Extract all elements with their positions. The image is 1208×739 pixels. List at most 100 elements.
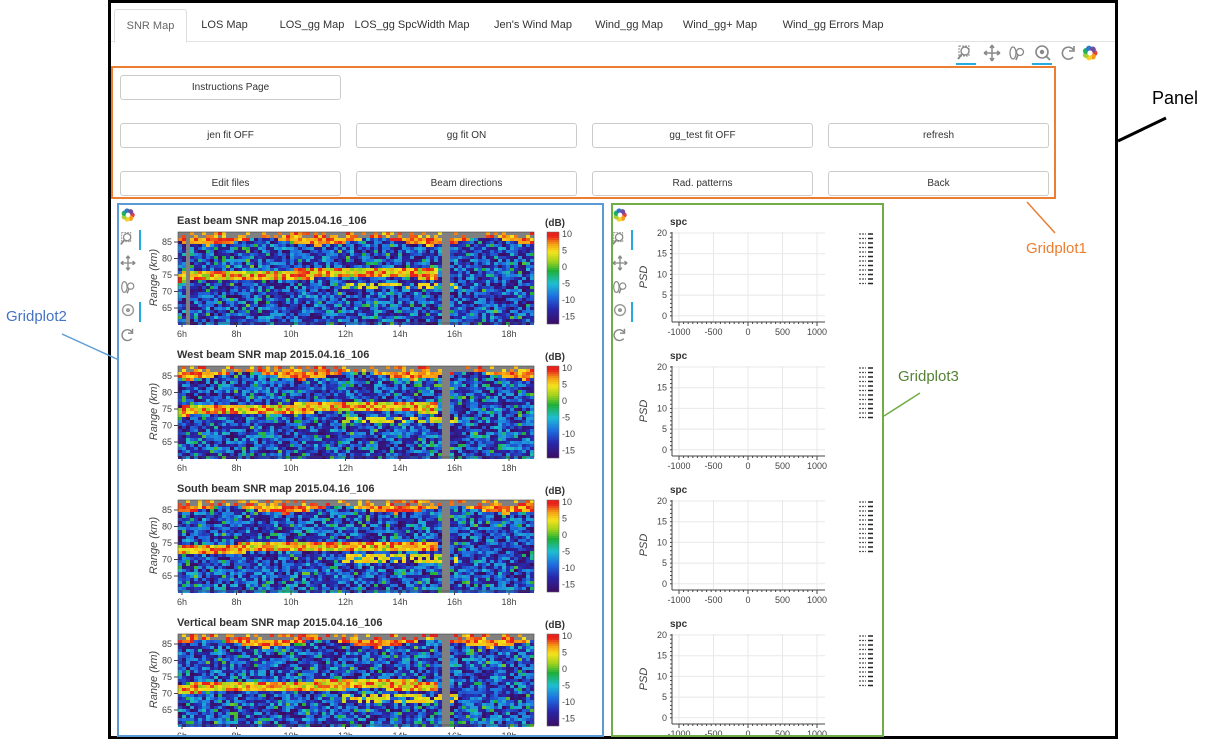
gridplot3-label: Gridplot3 <box>898 368 959 385</box>
snr-ytick: 70 <box>162 287 172 297</box>
spc-xtick: -500 <box>704 729 722 739</box>
colorbar-tick: -5 <box>562 279 570 289</box>
snr-ytick: 65 <box>162 437 172 447</box>
spc-xtick: 500 <box>775 595 790 605</box>
spc-ytick: 20 <box>657 630 667 640</box>
bokeh-logo-icon[interactable] <box>119 206 139 226</box>
snr-xtick: 18h <box>501 731 516 739</box>
snr-xtick: 14h <box>392 597 407 605</box>
pan-icon[interactable] <box>119 254 139 274</box>
snr-colorbar <box>546 499 560 593</box>
reset-icon[interactable] <box>1059 43 1079 63</box>
edit-files-button[interactable]: Edit files <box>120 171 341 196</box>
back-button[interactable]: Back <box>828 171 1049 196</box>
snr-ytick: 80 <box>162 254 172 264</box>
instructions-page-button[interactable]: Instructions Page <box>120 75 341 100</box>
spc-xtick: -1000 <box>667 327 690 337</box>
spc-ytick: 15 <box>657 517 667 527</box>
reset-icon[interactable] <box>119 326 139 346</box>
colorbar-tick: -5 <box>562 413 570 423</box>
snr-heatmap <box>178 366 534 459</box>
snr-xtick: 12h <box>338 731 353 739</box>
wheel-zoom-icon[interactable] <box>611 302 633 322</box>
snr-xtick: 14h <box>392 463 407 471</box>
colorbar-tick: -15 <box>562 714 575 724</box>
wheel-zoom-icon[interactable] <box>119 278 139 298</box>
tab-jen-s-wind-map[interactable]: Jen's Wind Map <box>494 19 572 31</box>
pan-icon[interactable] <box>611 254 631 274</box>
tab-wind-gg-map[interactable]: Wind_gg Map <box>595 19 663 31</box>
snr-xtick: 10h <box>283 463 298 471</box>
spc-xtick: 1000 <box>807 729 827 739</box>
snr-xtick: 10h <box>283 731 298 739</box>
beam-directions-button[interactable]: Beam directions <box>356 171 577 196</box>
gridplot2-frame <box>117 203 604 737</box>
snr-xtick: 14h <box>392 329 407 337</box>
refresh-button[interactable]: refresh <box>828 123 1049 148</box>
gridplot3-frame <box>611 203 884 737</box>
spc-xtick: -500 <box>704 461 722 471</box>
bokeh-logo-icon[interactable] <box>1080 43 1100 63</box>
tab-snr-map[interactable]: SNR Map <box>114 9 187 43</box>
snr-map-title: South beam SNR map 2015.04.16_106 <box>177 483 374 495</box>
snr-map-1[interactable]: West beam SNR map 2015.04.16_106 Range (k… <box>141 337 591 471</box>
tab-los-map[interactable]: LOS Map <box>201 19 248 31</box>
snr-xtick: 18h <box>501 329 516 337</box>
snr-xtick: 12h <box>338 597 353 605</box>
bokeh-logo-icon[interactable] <box>611 206 631 226</box>
gg-test-fit-button[interactable]: gg_test fit OFF <box>592 123 813 148</box>
snr-map-title: West beam SNR map 2015.04.16_106 <box>177 349 369 361</box>
wheel-zoom-icon[interactable] <box>1032 43 1052 65</box>
colorbar-tick: -10 <box>562 563 575 573</box>
snr-ytick: 85 <box>162 639 172 649</box>
snr-map-0[interactable]: East beam SNR map 2015.04.16_106 Range (k… <box>141 203 591 337</box>
colorbar-tick: 5 <box>562 246 567 256</box>
jen-fit-button[interactable]: jen fit OFF <box>120 123 341 148</box>
snr-map-title: Vertical beam SNR map 2015.04.16_106 <box>177 617 382 629</box>
wheel-zoom-icon[interactable] <box>611 278 631 298</box>
pan-icon[interactable] <box>982 43 1002 63</box>
box-zoom-icon[interactable] <box>119 230 141 250</box>
tab-wind-gg-errors-map[interactable]: Wind_gg Errors Map <box>782 19 884 31</box>
box-zoom-icon[interactable] <box>611 230 633 250</box>
snr-xtick: 14h <box>392 731 407 739</box>
spc-xtick: 500 <box>775 461 790 471</box>
gg-fit-button[interactable]: gg fit ON <box>356 123 577 148</box>
spc-ytick: 10 <box>657 537 667 547</box>
spc-xtick: 0 <box>745 729 750 739</box>
tab-wind-gg-map[interactable]: Wind_gg+ Map <box>682 19 758 31</box>
box-zoom-icon[interactable] <box>956 43 976 65</box>
colorbar-tick: 10 <box>562 497 572 507</box>
colorbar-tick: -15 <box>562 580 575 590</box>
snr-ytick: 85 <box>162 371 172 381</box>
snr-ylabel: Range (km) <box>148 248 160 306</box>
spc-legend <box>859 233 873 285</box>
snr-ytick: 80 <box>162 522 172 532</box>
colorbar-unit: (dB) <box>545 620 565 631</box>
tab-los-gg-spcwidth-map[interactable]: LOS_gg SpcWidth Map <box>354 19 470 31</box>
spc-xtick: 500 <box>775 729 790 739</box>
spc-ytick: 0 <box>662 445 667 455</box>
snr-ytick: 65 <box>162 705 172 715</box>
spc-xtick: -1000 <box>667 595 690 605</box>
colorbar-tick: -5 <box>562 681 570 691</box>
gridplot3-toolbar <box>611 206 633 346</box>
gridplot2-label: Gridplot2 <box>6 308 67 325</box>
reset-icon[interactable] <box>611 326 631 346</box>
spc-xtick: 1000 <box>807 327 827 337</box>
spc-legend <box>859 501 873 553</box>
wheel-zoom-icon[interactable] <box>119 302 141 322</box>
colorbar-tick: 0 <box>562 664 567 674</box>
gridplot3-area: spc PSD 20 15 10 5 0 -1000 -500 0 500 1000 spc PSD 20 1… <box>611 203 881 736</box>
snr-map-2[interactable]: South beam SNR map 2015.04.16_106 Range (… <box>141 471 591 605</box>
tab-los-gg-map[interactable]: LOS_gg Map <box>279 19 345 31</box>
snr-map-3[interactable]: Vertical beam SNR map 2015.04.16_106 Rang… <box>141 605 591 739</box>
rad-patterns-button[interactable]: Rad. patterns <box>592 171 813 196</box>
spc-ytick: 5 <box>662 424 667 434</box>
wheel-zoom-icon[interactable] <box>1007 43 1027 63</box>
